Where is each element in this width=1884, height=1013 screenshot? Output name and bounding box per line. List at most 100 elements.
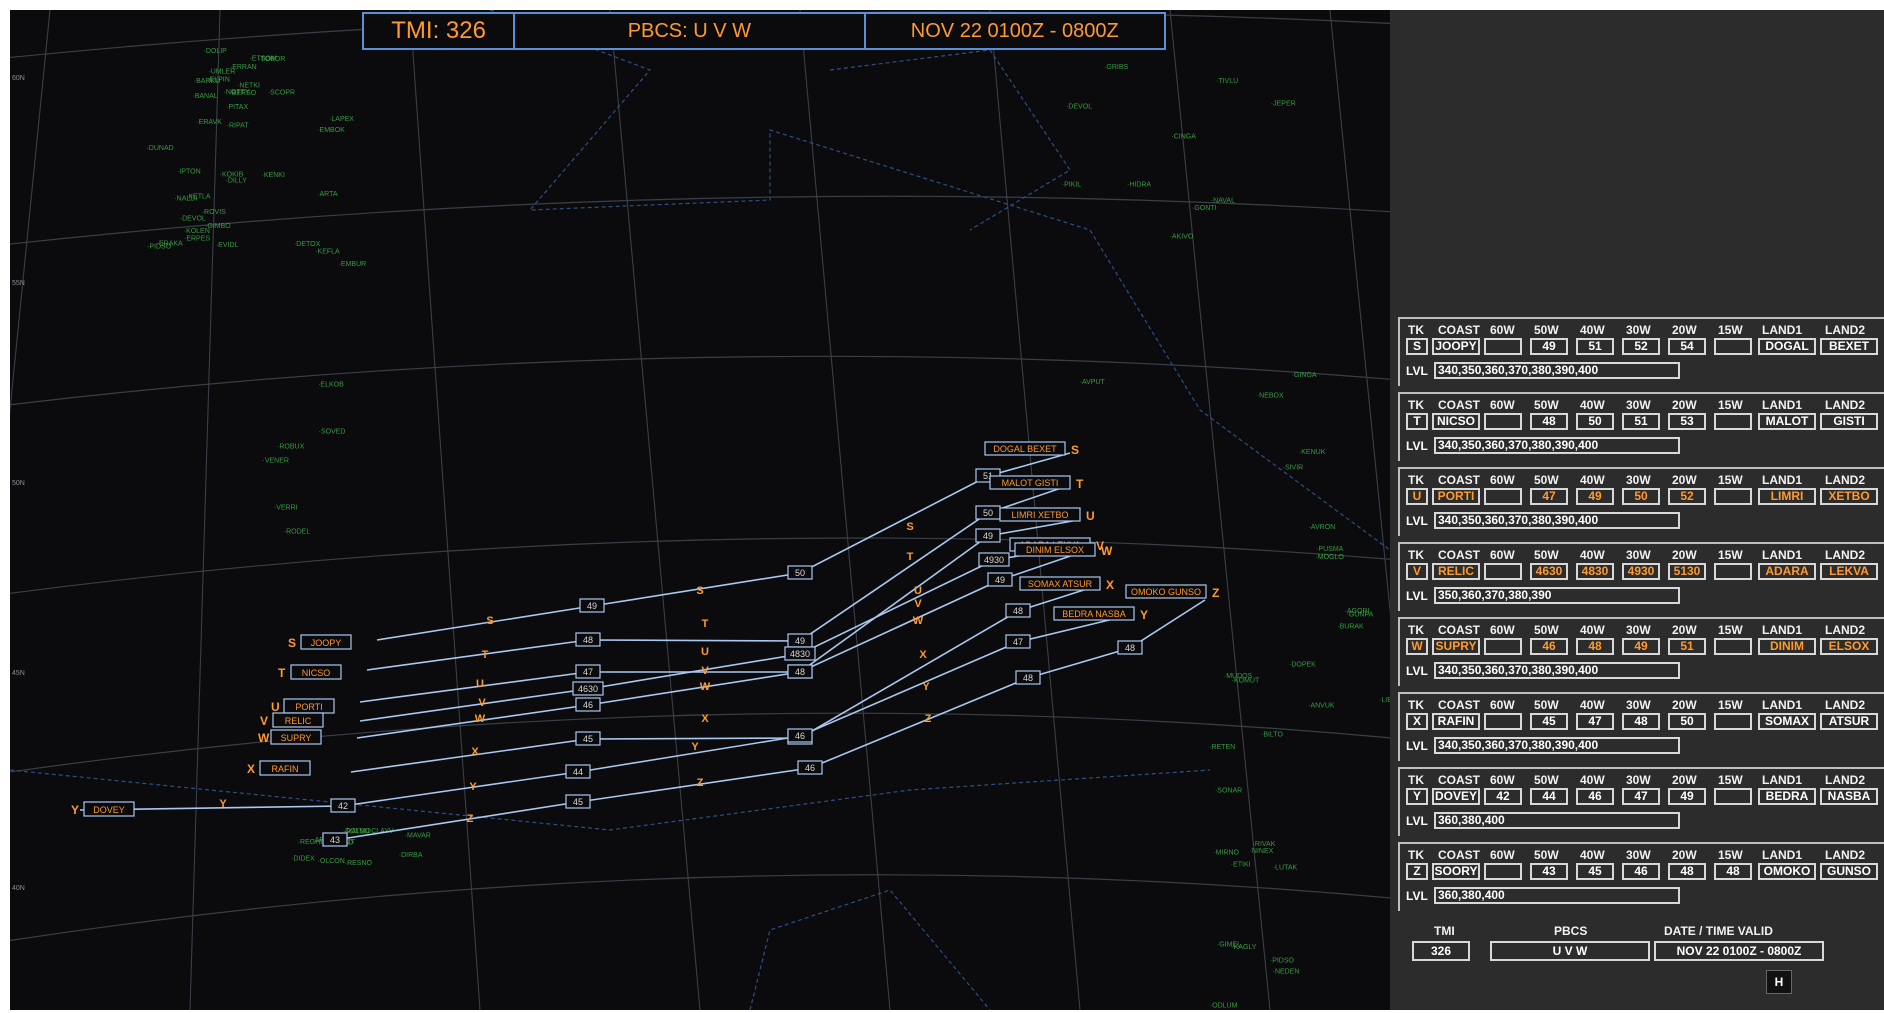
track-y-land1-field[interactable]: BEDRA xyxy=(1758,788,1816,805)
track-y-w20-field[interactable]: 49 xyxy=(1668,788,1706,805)
fix-label: ·BANAL xyxy=(192,93,217,100)
track-t-tk-field[interactable]: T xyxy=(1406,413,1428,430)
track-w-w40-field[interactable]: 48 xyxy=(1576,638,1614,655)
track-z-w30-field[interactable]: 46 xyxy=(1622,863,1660,880)
track-x-coast-field[interactable]: RAFIN xyxy=(1432,713,1480,730)
track-s-w50-field[interactable]: 49 xyxy=(1530,338,1568,355)
track-w-w20-field[interactable]: 51 xyxy=(1668,638,1706,655)
track-v-land2-field[interactable]: LEKVA xyxy=(1820,563,1878,580)
track-x-w20-field[interactable]: 50 xyxy=(1668,713,1706,730)
track-u-w50-field[interactable]: 47 xyxy=(1530,488,1568,505)
track-y-levels-field[interactable]: 360,380,400 xyxy=(1434,812,1680,829)
track-z-levels-field[interactable]: 360,380,400 xyxy=(1434,887,1680,904)
track-x-w30-field[interactable]: 48 xyxy=(1622,713,1660,730)
track-u-levels-field[interactable]: 340,350,360,370,380,390,400 xyxy=(1434,512,1680,529)
track-x-land2-field[interactable]: ATSUR xyxy=(1820,713,1878,730)
track-t-levels-field[interactable]: 340,350,360,370,380,390,400 xyxy=(1434,437,1680,454)
track-v-tk-field[interactable]: V xyxy=(1406,563,1428,580)
track-x-land1-field[interactable]: SOMAX xyxy=(1758,713,1816,730)
track-x-w15-field[interactable] xyxy=(1714,713,1752,730)
track-s-w20-field[interactable]: 54 xyxy=(1668,338,1706,355)
track-s-land1-field[interactable]: DOGAL xyxy=(1758,338,1816,355)
track-s-w60-field[interactable] xyxy=(1484,338,1522,355)
track-z-w20-field[interactable]: 48 xyxy=(1668,863,1706,880)
track-w-w30-field[interactable]: 49 xyxy=(1622,638,1660,655)
track-t-w40-field[interactable]: 50 xyxy=(1576,413,1614,430)
track-y-w15-field[interactable] xyxy=(1714,788,1752,805)
footer-date-field[interactable]: NOV 22 0100Z - 0800Z xyxy=(1654,941,1824,961)
track-t-w50-field[interactable]: 48 xyxy=(1530,413,1568,430)
track-y-tk-field[interactable]: Y xyxy=(1406,788,1428,805)
footer-tmi-field[interactable]: 326 xyxy=(1412,941,1470,961)
track-z-w40-field[interactable]: 45 xyxy=(1576,863,1614,880)
track-s-w15-field[interactable] xyxy=(1714,338,1752,355)
track-w-w15-field[interactable] xyxy=(1714,638,1752,655)
track-z-tk-field[interactable]: Z xyxy=(1406,863,1428,880)
track-v-w20-field[interactable]: 5130 xyxy=(1668,563,1706,580)
track-x-levels-field[interactable]: 340,350,360,370,380,390,400 xyxy=(1434,737,1680,754)
track-w-land1-field[interactable]: DINIM xyxy=(1758,638,1816,655)
track-u-coast-field[interactable]: PORTI xyxy=(1432,488,1480,505)
track-x-tk-field[interactable]: X xyxy=(1406,713,1428,730)
track-y-w40-field[interactable]: 46 xyxy=(1576,788,1614,805)
track-z-w50-field[interactable]: 43 xyxy=(1530,863,1568,880)
column-header-land2: LAND2 xyxy=(1825,623,1866,637)
track-y-coast-field[interactable]: DOVEY xyxy=(1432,788,1480,805)
track-w-land2-field[interactable]: ELSOX xyxy=(1820,638,1878,655)
track-z-w60-field[interactable] xyxy=(1484,863,1522,880)
track-w-w60-field[interactable] xyxy=(1484,638,1522,655)
track-s-tk-field[interactable]: S xyxy=(1406,338,1428,355)
track-z-land2-field[interactable]: GUNSO xyxy=(1820,863,1878,880)
footer-pbcs-field[interactable]: U V W xyxy=(1490,941,1650,961)
oceanic-track-map[interactable]: 60N 55N 50N 45N 40N ·BERSO ·KENKI ·NALDI ·AVPUT ·… xyxy=(10,10,1390,1010)
track-s-w40-field[interactable]: 51 xyxy=(1576,338,1614,355)
lvl-label: LVL xyxy=(1406,364,1428,378)
track-v-w60-field[interactable] xyxy=(1484,563,1522,580)
track-t-land1-field[interactable]: MALOT xyxy=(1758,413,1816,430)
track-u-land2-field[interactable]: XETBO xyxy=(1820,488,1878,505)
track-x-w60-field[interactable] xyxy=(1484,713,1522,730)
track-u-w40-field[interactable]: 49 xyxy=(1576,488,1614,505)
track-w-land-box xyxy=(1014,542,1096,557)
track-z-w15-field[interactable]: 48 xyxy=(1714,863,1752,880)
track-v-w30-field[interactable]: 4930 xyxy=(1622,563,1660,580)
track-w-w50-field[interactable]: 46 xyxy=(1530,638,1568,655)
track-s-land2-field[interactable]: BEXET xyxy=(1820,338,1878,355)
track-y-w60-field[interactable]: 42 xyxy=(1484,788,1522,805)
track-t-w20-field[interactable]: 53 xyxy=(1668,413,1706,430)
track-u-land1-field[interactable]: LIMRI xyxy=(1758,488,1816,505)
track-t-land2-field[interactable]: GISTI xyxy=(1820,413,1878,430)
track-s-w30-field[interactable]: 52 xyxy=(1622,338,1660,355)
track-u-w20-field[interactable]: 52 xyxy=(1668,488,1706,505)
track-t-w15-field[interactable] xyxy=(1714,413,1752,430)
track-w-levels-field[interactable]: 340,350,360,370,380,390,400 xyxy=(1434,662,1680,679)
column-header-land1: LAND1 xyxy=(1762,698,1803,712)
h-button[interactable]: H xyxy=(1766,970,1792,994)
track-v-w15-field[interactable] xyxy=(1714,563,1752,580)
track-u-w15-field[interactable] xyxy=(1714,488,1752,505)
track-z-coast-field[interactable]: SOORY xyxy=(1432,863,1480,880)
track-v-w50-field[interactable]: 4630 xyxy=(1530,563,1568,580)
track-y-segment-letter: Y xyxy=(691,741,699,753)
track-u-w60-field[interactable] xyxy=(1484,488,1522,505)
track-y-land2-field[interactable]: NASBA xyxy=(1820,788,1878,805)
track-u-w30-field[interactable]: 50 xyxy=(1622,488,1660,505)
track-x-segment-letter: X xyxy=(701,713,709,725)
track-v-levels-field[interactable]: 350,360,370,380,390 xyxy=(1434,587,1680,604)
track-t-w60-field[interactable] xyxy=(1484,413,1522,430)
track-w-coast-field[interactable]: SUPRY xyxy=(1432,638,1480,655)
track-y-w30-field[interactable]: 47 xyxy=(1622,788,1660,805)
track-y-w50-field[interactable]: 44 xyxy=(1530,788,1568,805)
track-v-w40-field[interactable]: 4830 xyxy=(1576,563,1614,580)
track-t-coast-field[interactable]: NICSO xyxy=(1432,413,1480,430)
track-w-tk-field[interactable]: W xyxy=(1406,638,1428,655)
track-s-coast-field[interactable]: JOOPY xyxy=(1432,338,1480,355)
track-v-coast-field[interactable]: RELIC xyxy=(1432,563,1480,580)
track-x-w40-field[interactable]: 47 xyxy=(1576,713,1614,730)
track-x-w50-field[interactable]: 45 xyxy=(1530,713,1568,730)
track-z-land1-field[interactable]: OMOKO xyxy=(1758,863,1816,880)
track-v-land1-field[interactable]: ADARA xyxy=(1758,563,1816,580)
track-t-w30-field[interactable]: 51 xyxy=(1622,413,1660,430)
track-s-levels-field[interactable]: 340,350,360,370,380,390,400 xyxy=(1434,362,1680,379)
track-u-tk-field[interactable]: U xyxy=(1406,488,1428,505)
